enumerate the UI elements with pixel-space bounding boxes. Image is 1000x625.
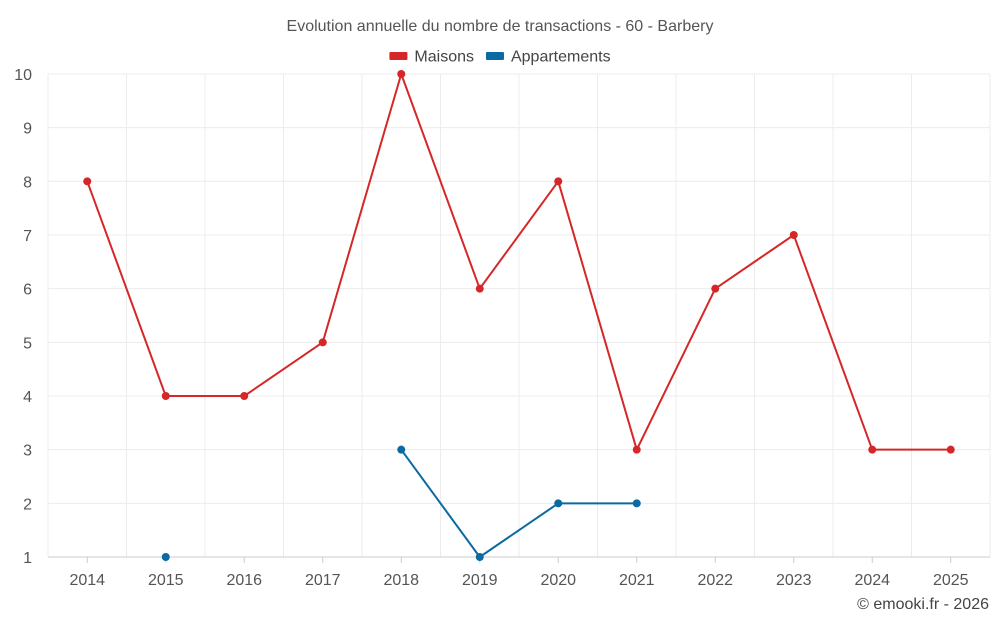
data-point-appartements[interactable]: [475, 553, 484, 561]
x-tick-label: 2024: [854, 572, 890, 589]
legend-label-appartements[interactable]: Appartements: [511, 49, 611, 66]
x-tick-label: 2020: [540, 572, 576, 589]
data-point-maisons[interactable]: [240, 392, 249, 400]
x-tick-label: 2023: [776, 572, 812, 589]
data-point-maisons[interactable]: [83, 177, 92, 186]
y-tick-label: 8: [23, 174, 32, 191]
data-point-maisons[interactable]: [475, 284, 484, 293]
data-point-appartements[interactable]: [632, 499, 641, 508]
data-point-maisons[interactable]: [868, 445, 877, 454]
x-tick-label: 2019: [462, 572, 498, 589]
x-tick-label: 2017: [305, 572, 341, 589]
x-tick-label: 2021: [619, 572, 655, 589]
grid-layer: [47, 73, 991, 557]
x-tick-label: 2022: [697, 572, 733, 589]
y-tick-label: 7: [23, 228, 32, 245]
legend-label-maisons[interactable]: Maisons: [414, 49, 474, 66]
data-point-maisons[interactable]: [946, 445, 955, 454]
data-point-maisons[interactable]: [318, 338, 327, 347]
series-line-maisons: [86, 73, 951, 451]
series-layer: [83, 70, 955, 561]
y-tick-label: 3: [23, 443, 32, 460]
data-point-maisons[interactable]: [711, 284, 720, 293]
axis-layer: 1 2 3 4 5 6 7 8 9 10 2014 2015 2016 2017 2018 2019 2020 2…: [14, 67, 990, 589]
x-tick-label: 2016: [226, 572, 262, 589]
credit-text: © emooki.fr - 2026: [857, 596, 989, 613]
x-tick-label: 2018: [383, 572, 419, 589]
y-tick-label: 2: [23, 496, 32, 513]
y-tick-label: 5: [23, 335, 32, 352]
data-point-appartements[interactable]: [397, 445, 406, 454]
chart-title: Evolution annuelle du nombre de transact…: [287, 18, 714, 35]
data-point-maisons[interactable]: [397, 70, 406, 78]
y-tick-label: 10: [14, 67, 32, 84]
data-point-appartements[interactable]: [554, 499, 563, 508]
legend[interactable]: Maisons Appartements: [389, 49, 611, 66]
data-point-maisons[interactable]: [632, 445, 641, 454]
data-point-maisons[interactable]: [789, 231, 798, 239]
legend-swatch-maisons[interactable]: [389, 52, 408, 60]
legend-swatch-appartements[interactable]: [485, 52, 504, 60]
x-tick-label: 2014: [69, 572, 105, 589]
y-tick-label: 6: [23, 282, 32, 299]
y-tick-label: 4: [23, 389, 32, 406]
series-line-appartements: [400, 449, 637, 558]
x-tick-label: 2025: [933, 572, 969, 589]
series-maisons: [83, 70, 955, 454]
y-tick-label: 9: [23, 121, 32, 138]
series-appartements: [161, 445, 641, 561]
data-point-maisons[interactable]: [554, 177, 563, 186]
y-tick-label: 1: [23, 550, 32, 567]
data-point-maisons[interactable]: [161, 392, 170, 400]
x-tick-label: 2015: [148, 572, 184, 589]
data-point-appartements[interactable]: [161, 553, 170, 561]
